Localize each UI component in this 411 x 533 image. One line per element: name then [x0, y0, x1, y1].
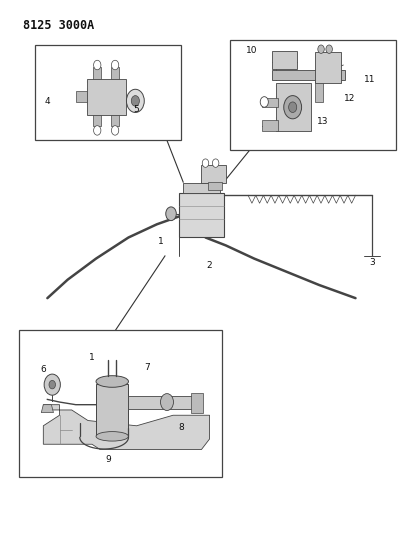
- Circle shape: [289, 102, 297, 112]
- Bar: [96, 384, 129, 437]
- Bar: [87, 79, 126, 115]
- Text: 6: 6: [40, 365, 46, 374]
- Ellipse shape: [96, 376, 129, 387]
- Text: 2: 2: [207, 261, 212, 270]
- Bar: [262, 98, 279, 107]
- Circle shape: [131, 95, 139, 106]
- Bar: [76, 91, 87, 102]
- Text: 9: 9: [105, 455, 111, 464]
- Bar: [93, 67, 101, 79]
- Bar: [201, 165, 226, 183]
- Circle shape: [94, 126, 101, 135]
- Circle shape: [202, 159, 209, 167]
- Bar: [111, 67, 119, 79]
- Bar: [262, 120, 279, 131]
- Bar: [129, 395, 197, 409]
- Bar: [179, 192, 224, 238]
- Text: 4: 4: [44, 98, 50, 107]
- Text: 3: 3: [369, 258, 374, 267]
- Circle shape: [166, 207, 176, 221]
- Text: 1: 1: [158, 237, 164, 246]
- Polygon shape: [41, 405, 53, 413]
- Bar: [230, 39, 396, 150]
- Text: 12: 12: [344, 94, 355, 103]
- Circle shape: [161, 393, 173, 410]
- Circle shape: [49, 381, 55, 389]
- Text: 10: 10: [246, 46, 258, 55]
- Circle shape: [111, 60, 119, 70]
- Polygon shape: [43, 405, 210, 449]
- Text: 11: 11: [364, 75, 376, 84]
- Bar: [315, 84, 323, 102]
- Ellipse shape: [96, 432, 129, 441]
- Circle shape: [326, 45, 332, 53]
- Bar: [315, 52, 341, 84]
- Bar: [19, 330, 222, 478]
- Bar: [111, 115, 119, 126]
- Text: 8: 8: [178, 423, 184, 432]
- Bar: [183, 183, 220, 192]
- Text: 1: 1: [89, 353, 95, 362]
- Circle shape: [94, 60, 101, 70]
- Circle shape: [284, 95, 302, 119]
- Bar: [272, 51, 297, 69]
- Bar: [208, 182, 222, 190]
- Circle shape: [111, 126, 119, 135]
- Circle shape: [44, 374, 60, 395]
- Text: 7: 7: [144, 364, 150, 372]
- Circle shape: [212, 159, 219, 167]
- Bar: [93, 115, 101, 126]
- Circle shape: [127, 90, 144, 112]
- Bar: [272, 70, 345, 80]
- Circle shape: [318, 45, 324, 53]
- Circle shape: [260, 96, 268, 107]
- Text: 13: 13: [317, 117, 329, 126]
- Text: 8125 3000A: 8125 3000A: [23, 19, 94, 31]
- Bar: [191, 393, 203, 413]
- Bar: [35, 45, 181, 140]
- Text: 5: 5: [134, 105, 139, 114]
- Bar: [277, 84, 311, 131]
